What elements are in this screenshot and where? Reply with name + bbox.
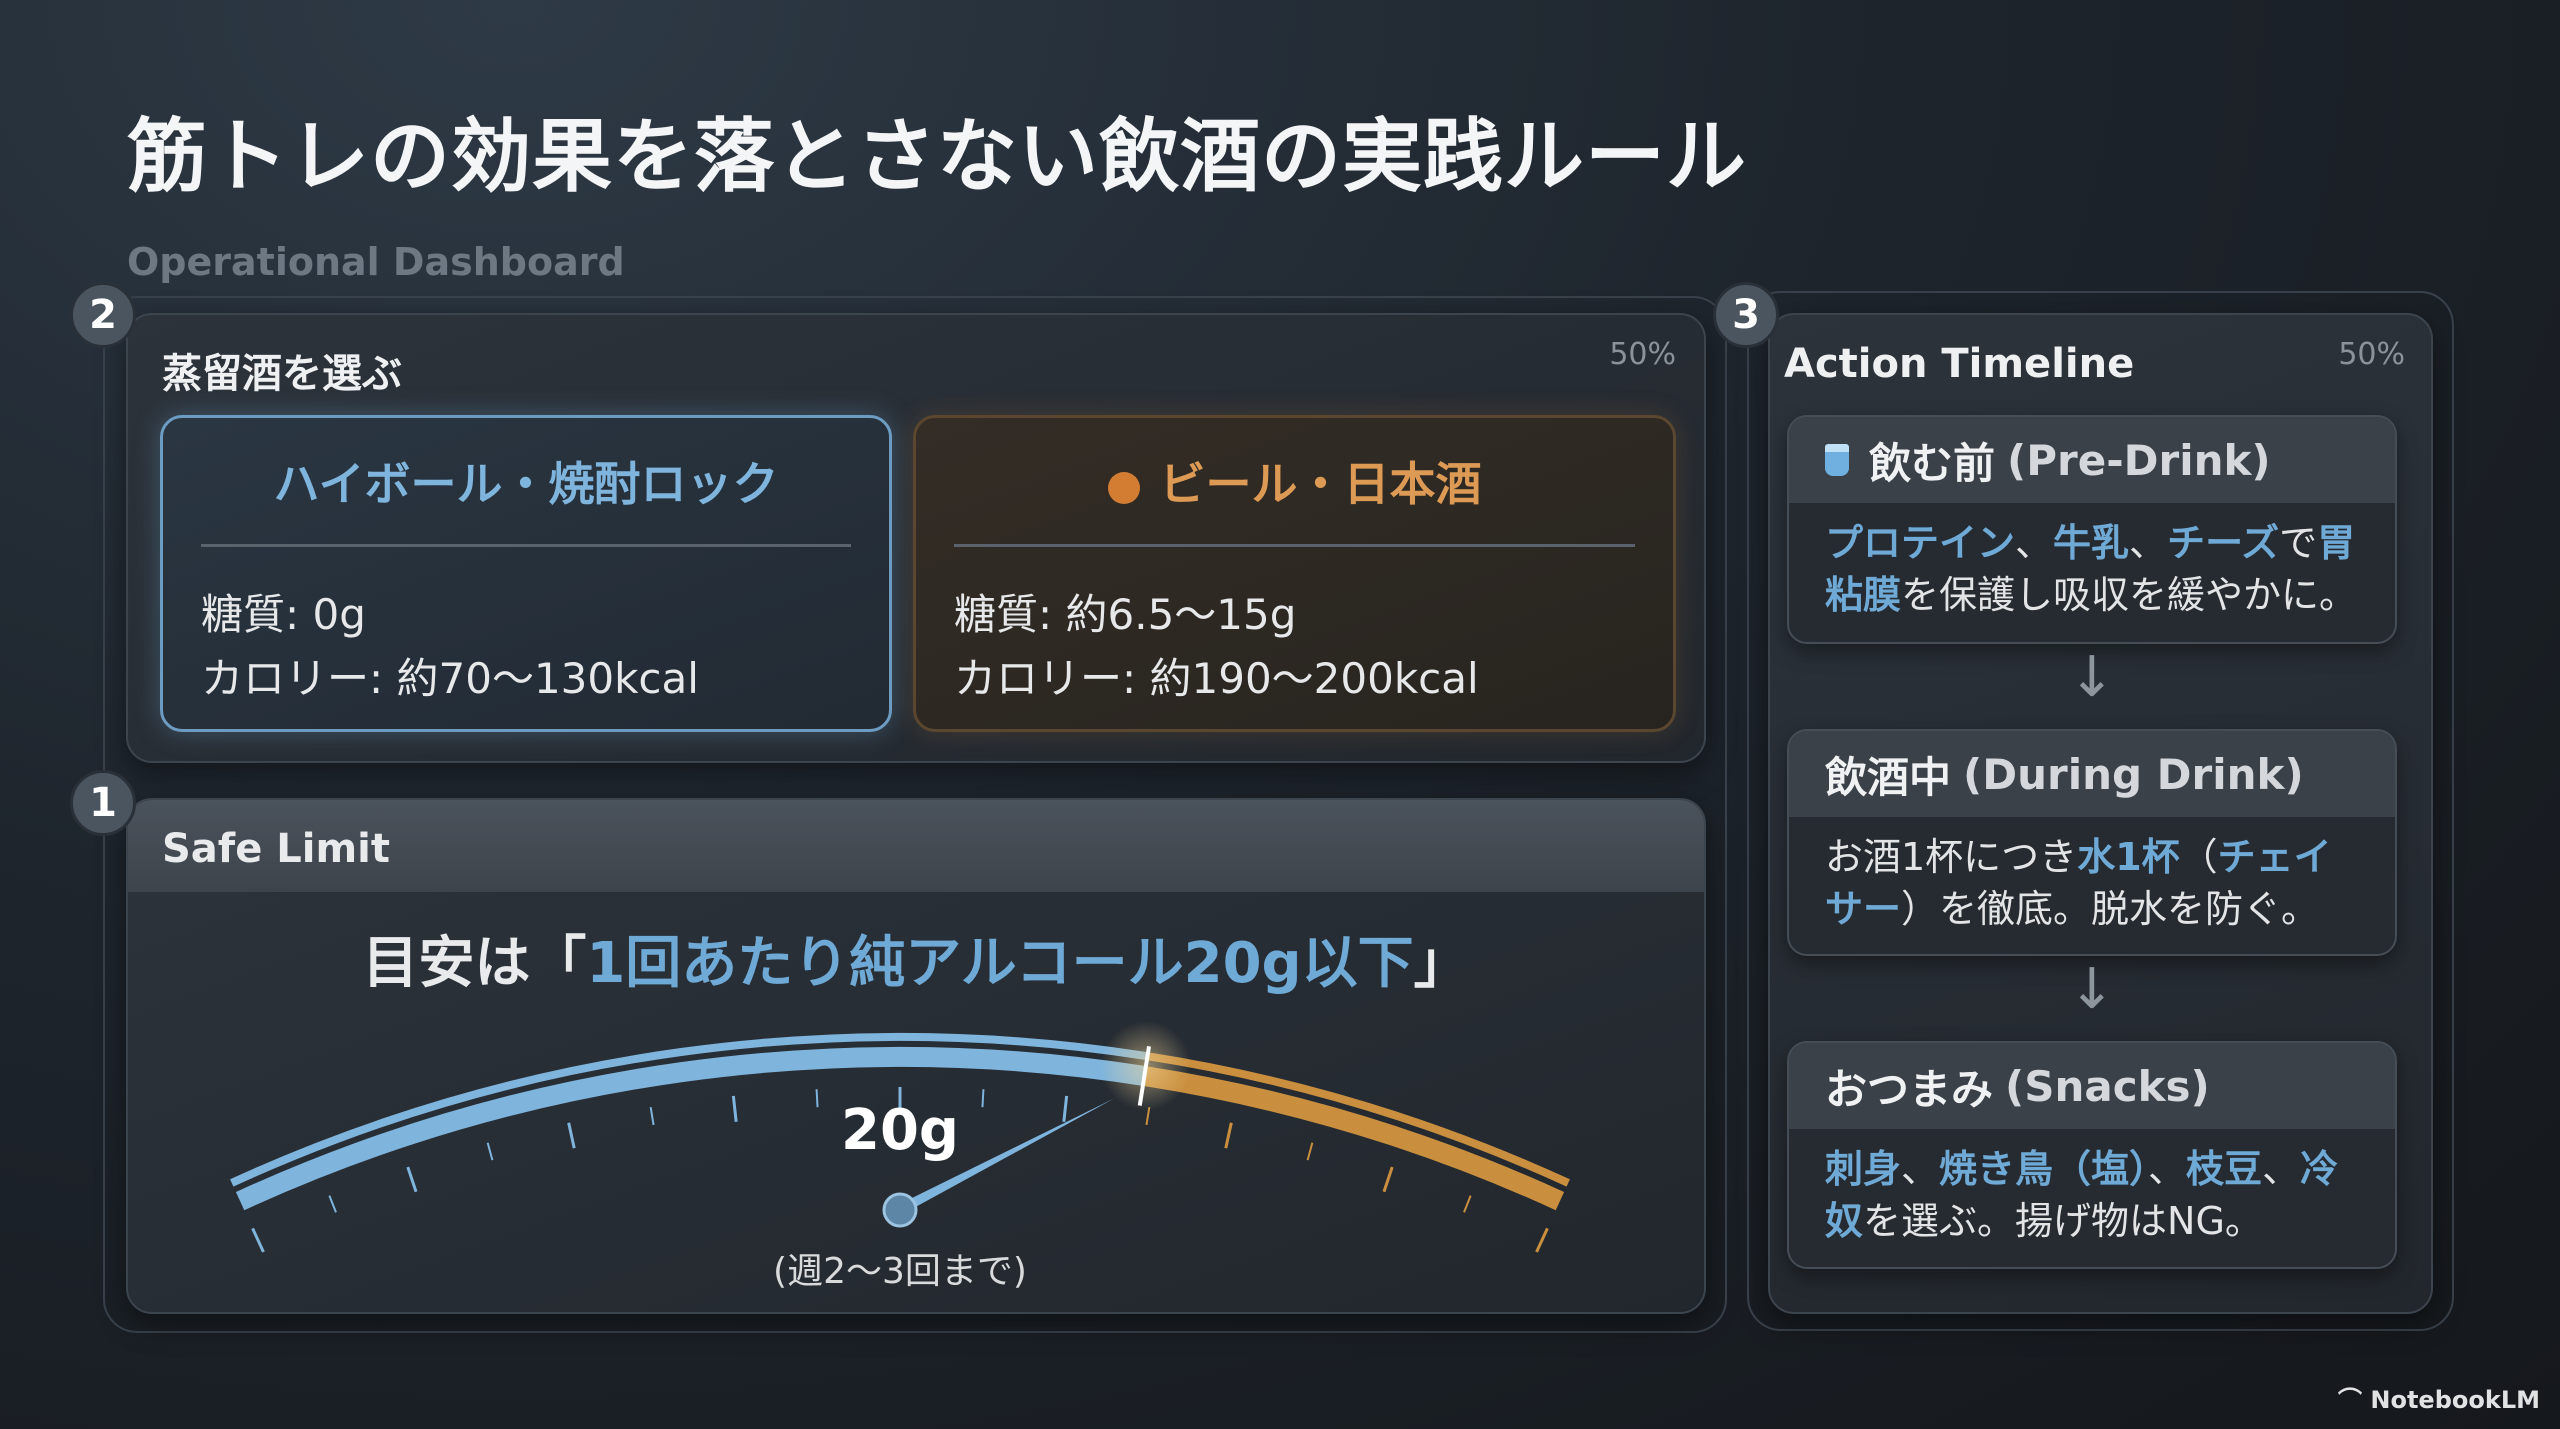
sugar-text: 糖質: 約6.5〜15g	[954, 590, 1297, 639]
gauge-needle	[888, 1098, 1115, 1222]
headline-highlight: 1回あたり純アルコール20g以下	[586, 931, 1414, 996]
right-frame	[1747, 291, 2454, 1331]
down-arrow-icon: ↓	[2068, 957, 2116, 1022]
gauge-over-arc	[1142, 1066, 1565, 1211]
gauge-over-outer-arc	[1146, 1052, 1570, 1187]
timeline-step-pre-drink: 飲む前 (Pre-Drink) プロテイン、牛乳、チーズで胃粘膜を保護し吸収を緩や…	[1787, 415, 2397, 644]
gauge-tick	[1062, 1095, 1069, 1122]
recommended-drink-card: ハイボール・焼酎ロック 糖質: 0g カロリー: 約70〜130kcal	[160, 415, 892, 732]
distilled-panel: 蒸留酒を選ぶ 50% ハイボール・焼酎ロック 糖質: 0g カロリー: 約70〜…	[126, 313, 1706, 763]
panel-title: 蒸留酒を選ぶ	[162, 351, 402, 397]
step-body: プロテイン、牛乳、チーズで胃粘膜を保護し吸収を緩やかに。	[1825, 521, 2358, 617]
dashboard-subtitle: Operational Dashboard	[127, 240, 625, 284]
gauge-hub	[882, 1192, 918, 1228]
gauge-tick	[251, 1227, 265, 1253]
timeline-step-during-drink: 飲酒中 (During Drink) お酒1杯につき水1杯（チェイサー）を徹底。脱…	[1787, 729, 2397, 956]
gauge-tick	[815, 1089, 819, 1108]
calorie-text: カロリー: 約190〜200kcal	[954, 654, 1479, 703]
gauge-tick	[406, 1166, 418, 1193]
avoid-drink-card: ビール・日本酒 糖質: 約6.5〜15g カロリー: 約190〜200kcal	[913, 415, 1676, 732]
gauge-tick	[1306, 1142, 1314, 1161]
step-body: 刺身、焼き鳥（塩）、枝豆、冷奴を選ぶ。揚げ物はNG。	[1825, 1147, 2339, 1243]
gauge-note: (週2〜3回まで)	[773, 1251, 1027, 1292]
panel-percent: 50%	[1609, 337, 1676, 372]
step-body: お酒1杯につき水1杯（チェイサー）を徹底。脱水を防ぐ。	[1825, 835, 2332, 931]
gauge-safe-outer-arc	[230, 1033, 1149, 1187]
step-title-en: (Pre-Drink)	[2007, 435, 2271, 485]
gauge-tick	[486, 1142, 494, 1161]
glass-icon	[1825, 444, 1849, 476]
step-badge-2: 2	[70, 282, 136, 348]
step-badge-3: 3	[1713, 282, 1779, 348]
step-title: 飲む前	[1869, 438, 1996, 488]
step-badge-1: 1	[70, 770, 136, 836]
gauge-tick	[981, 1089, 985, 1108]
gauge-tick	[328, 1195, 337, 1213]
timeline-panel: Action Timeline 50% 飲む前 (Pre-Drink) プロテイン…	[1768, 313, 2433, 1314]
notebooklm-watermark: ⌒ NotebookLM	[2338, 1386, 2540, 1414]
safe-limit-title: Safe Limit	[128, 800, 1704, 892]
step-title-en: (Snacks)	[2005, 1061, 2210, 1111]
orange-dot-icon	[1107, 471, 1140, 504]
gauge-safe-arc	[235, 1047, 1146, 1211]
safe-limit-headline: 目安は「1回あたり純アルコール20g以下」	[128, 918, 1704, 999]
step-title: おつまみ	[1825, 1064, 1994, 1114]
limit-marker	[1137, 1046, 1151, 1106]
avoid-drink-title: ビール・日本酒	[1159, 457, 1482, 511]
panel-title: Action Timeline	[1784, 341, 2135, 387]
gauge-tick	[1224, 1122, 1233, 1149]
watermark-text: NotebookLM	[2370, 1386, 2540, 1414]
headline-suffix: 」	[1413, 931, 1470, 996]
down-arrow-icon: ↓	[2068, 645, 2116, 710]
gauge-value-label: 20g	[840, 1098, 959, 1163]
step-title: 飲酒中	[1825, 752, 1952, 802]
gauge-tick	[1535, 1227, 1549, 1253]
gauge-tick	[731, 1095, 738, 1122]
sugar-text: 糖質: 0g	[201, 590, 366, 639]
gauge-tick	[567, 1122, 576, 1149]
step-title-en: (During Drink)	[1963, 749, 2304, 799]
gauge-tick	[1463, 1195, 1472, 1213]
recommended-drink-title: ハイボール・焼酎ロック	[201, 418, 851, 547]
headline-prefix: 目安は「	[362, 931, 587, 996]
page-title: 筋トレの効果を落とさない飲酒の実践ルール	[127, 110, 1747, 203]
timeline-step-snacks: おつまみ (Snacks) 刺身、焼き鳥（塩）、枝豆、冷奴を選ぶ。揚げ物はNG。	[1787, 1041, 2397, 1269]
gauge-tick	[1382, 1166, 1394, 1193]
panel-percent: 50%	[2338, 337, 2405, 372]
calorie-text: カロリー: 約70〜130kcal	[201, 654, 699, 703]
gauge-tick	[649, 1106, 655, 1126]
